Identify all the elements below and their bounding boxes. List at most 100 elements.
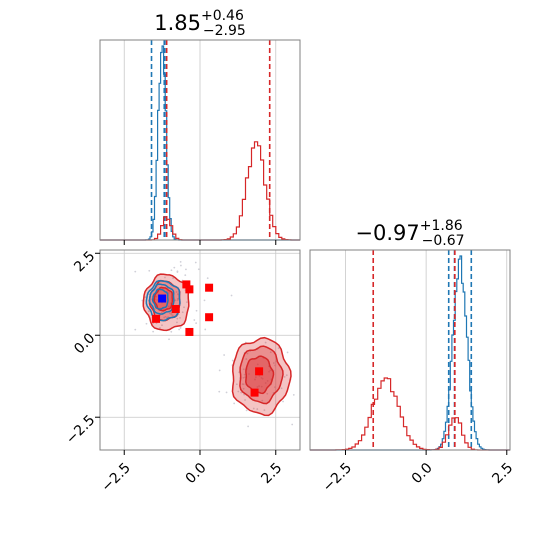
marker-red-3 — [205, 313, 214, 322]
scatter-point — [282, 400, 284, 403]
contour-blue-1 — [148, 283, 175, 315]
scatter-point — [280, 387, 283, 390]
scatter-point — [195, 309, 198, 312]
scatter-point — [240, 391, 243, 394]
marginal-hist-param0 — [99, 39, 301, 245]
scatter-point — [245, 358, 248, 360]
scatter-point — [174, 299, 177, 302]
scatter-point — [274, 386, 276, 389]
scatter-point — [167, 291, 170, 294]
scatter-point — [291, 423, 294, 426]
scatter-point — [179, 316, 181, 319]
scatter-point — [156, 299, 159, 301]
scatter-point — [172, 277, 174, 280]
j2-xtick-label-0: −2.5 — [99, 460, 134, 495]
scatter-point — [286, 351, 289, 354]
j2-xtick-label-2: 2.5 — [258, 460, 285, 487]
marker-red-1 — [185, 285, 194, 294]
scatter-point — [152, 330, 155, 333]
scatter-point — [162, 308, 165, 311]
scatter-point — [269, 369, 272, 372]
marker-red-0 — [182, 280, 191, 289]
scatter-point — [258, 385, 260, 388]
scatter-point — [176, 297, 179, 300]
marker-red-8 — [250, 388, 259, 397]
marginal-hist-param1: −2.5 0.0 2.5 — [309, 249, 516, 495]
scatter-point — [260, 385, 263, 388]
scatter-point — [204, 328, 207, 331]
scatter-point — [256, 363, 259, 366]
h1-xtick-label-0: −2.5 — [320, 460, 355, 495]
scatter-point — [264, 341, 267, 344]
scatter-point — [254, 378, 256, 381]
scatter-point — [237, 390, 240, 393]
scatter-point — [242, 376, 245, 379]
h1-frame — [309, 249, 511, 451]
scatter-point — [285, 374, 288, 377]
scatter-point — [134, 328, 137, 331]
scatter-point — [245, 409, 248, 412]
title-upper: +0.46 — [201, 8, 244, 24]
marker-red-5 — [152, 314, 161, 323]
joint-density-panel: −2.5 0.0 2.5 −2.5 0.0 2.5 — [63, 248, 301, 495]
h1-xtick-label-2: 2.5 — [489, 460, 516, 487]
scatter-point — [185, 268, 187, 271]
title-upper: +1.86 — [420, 218, 463, 234]
scatter-point — [230, 294, 233, 297]
scatter-point — [203, 299, 206, 302]
scatter-point — [160, 311, 163, 314]
scatter-point — [159, 326, 161, 329]
scatter-point — [163, 316, 166, 319]
j2-ytick-label-0: −2.5 — [63, 412, 98, 447]
scatter-point — [161, 324, 163, 327]
scatter-point — [223, 354, 226, 356]
scatter-point — [241, 383, 244, 386]
scatter-point — [176, 321, 178, 324]
contour-blue-2 — [151, 288, 169, 310]
scatter-point — [164, 276, 166, 279]
scatter-point — [231, 359, 234, 362]
scatter-point — [261, 399, 264, 402]
scatter-point — [148, 310, 151, 313]
scatter-point — [170, 330, 173, 333]
scatter-point — [186, 301, 188, 304]
scatter-point — [176, 270, 179, 273]
scatter-point — [269, 351, 272, 354]
scatter-point — [155, 295, 158, 298]
scatter-point — [183, 306, 185, 309]
scatter-point — [252, 407, 255, 410]
scatter-point — [247, 425, 249, 428]
scatter-point — [178, 328, 181, 331]
scatter-point — [197, 268, 200, 271]
marker-red-6 — [171, 305, 180, 314]
scatter-point — [179, 260, 182, 263]
title-lower: −2.95 — [203, 23, 246, 39]
scatter-point — [274, 360, 277, 363]
scatter-point — [167, 305, 170, 308]
scatter-point — [180, 264, 182, 267]
h1-hist-red — [310, 377, 510, 451]
scatter-point — [179, 327, 182, 329]
scatter-point — [184, 274, 187, 277]
j2-xtick-label-1: 0.0 — [183, 460, 210, 487]
scatter-point — [225, 391, 228, 394]
marker-red-2 — [205, 283, 214, 292]
scatter-point — [266, 392, 269, 395]
scatter-point — [260, 376, 263, 379]
scatter-point — [171, 314, 174, 317]
h1-xtick-label-1: 0.0 — [409, 460, 436, 487]
scatter-point — [243, 393, 246, 396]
j2-ytick-label-1: 0.0 — [71, 330, 98, 357]
title-value: 1.85 — [154, 11, 201, 35]
scatter-point — [235, 383, 238, 386]
scatter-point — [242, 368, 245, 371]
scatter-point — [292, 394, 295, 396]
scatter-point — [144, 296, 147, 299]
scatter-point — [263, 409, 266, 412]
scatter-point — [246, 352, 249, 355]
scatter-point — [218, 390, 221, 393]
scatter-point — [169, 312, 171, 315]
scatter-point — [248, 373, 250, 375]
marker-blue-0 — [158, 294, 167, 303]
scatter-point — [181, 311, 184, 314]
